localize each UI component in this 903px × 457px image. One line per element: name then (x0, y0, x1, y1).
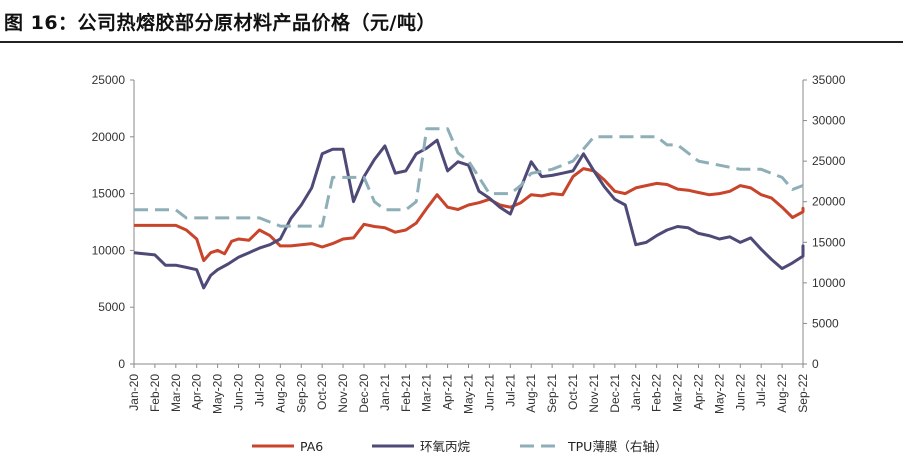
legend: PA6 环氧丙烷 TPU薄膜（右轴） (252, 439, 667, 454)
x-tick-label: Mar-20 (169, 374, 183, 412)
legend-label-1: 环氧丙烷 (420, 439, 471, 454)
series-line-0 (134, 167, 805, 263)
right-y-tick-label: 35000 (812, 73, 846, 87)
x-tick-label: Feb-21 (399, 374, 413, 412)
x-tick-label: Nov-20 (336, 374, 350, 413)
left-y-tick-label: 20000 (92, 130, 126, 144)
right-y-tick-label: 20000 (812, 195, 846, 209)
x-tick-label: Apr-21 (441, 374, 455, 410)
series-layer (133, 127, 805, 290)
plot-frame (133, 80, 804, 365)
x-tick-label: May-22 (712, 374, 726, 414)
x-tick-label: Jul-20 (252, 374, 266, 407)
x-tick-label: Nov-21 (587, 374, 601, 413)
right-y-tick-label: 5000 (812, 316, 839, 330)
x-tick-label: Dec-20 (357, 374, 371, 413)
x-tick-label: Sep-20 (294, 374, 308, 413)
x-tick-label: Jan-20 (127, 374, 141, 411)
x-tick-label: Jul-21 (503, 374, 517, 407)
x-tick-label: Sep-22 (796, 374, 810, 413)
x-tick-label: Jun-20 (232, 374, 246, 411)
x-tick-label: Jan-22 (629, 374, 643, 411)
right-y-tick-label: 25000 (812, 154, 846, 168)
x-tick-label: Oct-20 (315, 374, 329, 410)
left-y-tick-label: 15000 (92, 187, 126, 201)
x-tick-label: May-21 (462, 374, 476, 414)
x-tick-label: Aug-22 (775, 374, 789, 413)
x-tick-label: Apr-22 (691, 374, 705, 410)
series-line-2 (134, 127, 804, 228)
legend-label-2: TPU薄膜（右轴） (567, 439, 667, 454)
x-tick-label: Aug-20 (273, 374, 287, 413)
figure-title: 图 16：公司热熔胶部分原材料产品价格（元/吨） (4, 12, 436, 34)
right-y-axis: 0 5000 10000 15000 20000 25000 30000 35000 (803, 73, 846, 371)
x-tick-label: May-20 (211, 374, 225, 414)
x-tick-label: Sep-21 (545, 374, 559, 413)
left-y-tick-label: 0 (118, 357, 125, 371)
right-y-tick-label: 15000 (812, 235, 846, 249)
x-tick-label: Apr-20 (190, 374, 204, 410)
x-axis: Jan-20 Feb-20 Mar-20 Apr-20 May-20 Jun-20 Jul-… (127, 364, 810, 414)
left-y-tick-label: 5000 (98, 300, 125, 314)
x-tick-label: Feb-20 (148, 374, 162, 412)
x-tick-label: Jun-22 (733, 374, 747, 411)
x-tick-label: Oct-21 (566, 374, 580, 410)
x-tick-label: Mar-21 (420, 374, 434, 412)
x-tick-label: Jun-21 (482, 374, 496, 411)
x-tick-label: Dec-21 (608, 374, 622, 413)
title-rule (0, 41, 903, 43)
left-y-axis: 0 5000 10000 15000 20000 25000 (92, 73, 134, 371)
x-tick-label: Jan-21 (378, 374, 392, 411)
x-tick-label: Feb-22 (650, 374, 664, 412)
left-y-tick-label: 10000 (92, 243, 126, 257)
right-y-tick-label: 30000 (812, 114, 846, 128)
left-y-tick-label: 25000 (92, 73, 126, 87)
legend-label-0: PA6 (300, 439, 323, 454)
series-line-1 (133, 138, 805, 290)
x-tick-label: Aug-21 (524, 374, 538, 413)
right-y-tick-label: 10000 (812, 276, 846, 290)
x-tick-label: Jul-22 (754, 374, 768, 407)
right-y-tick-label: 0 (812, 357, 819, 371)
x-tick-label: Mar-22 (671, 374, 685, 412)
